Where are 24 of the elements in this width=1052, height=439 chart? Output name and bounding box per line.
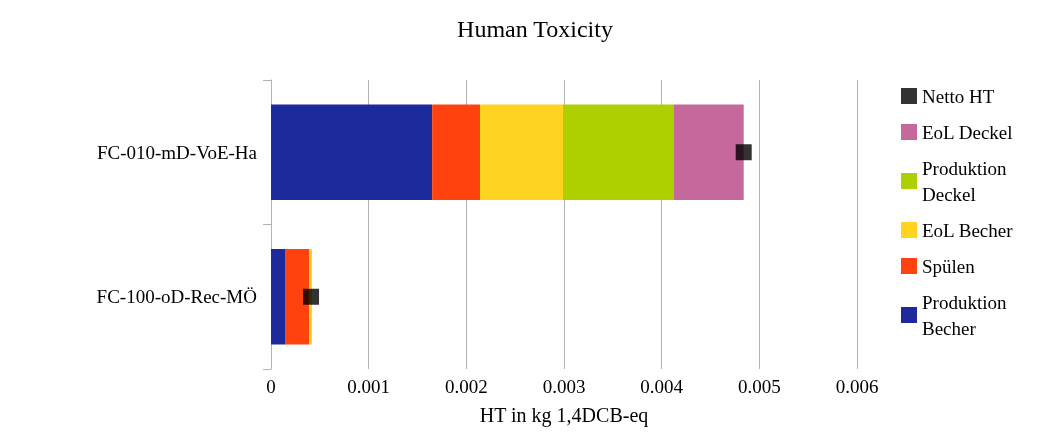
x-tick-label: 0.002 (444, 376, 488, 397)
y-tick-label: FC-100-oD-Rec-MÖ (96, 286, 257, 308)
legend-label: Produktion Becher (922, 291, 1012, 339)
legend-label: Spülen (922, 255, 976, 277)
legend-label: Netto HT (922, 85, 995, 107)
chart-title: Human Toxicity (457, 16, 613, 42)
x-tick-label: 0.001 (347, 376, 391, 397)
x-tick-label: 0.003 (542, 376, 586, 397)
bar (432, 104, 481, 200)
x-tick-label: 0.006 (835, 376, 879, 397)
legend-label: EoL Becher (922, 219, 1014, 241)
y-tick-label: FC-010-mD-VoE-Ha (96, 141, 258, 163)
bar (480, 104, 564, 200)
bar (673, 104, 744, 200)
bar (271, 104, 433, 200)
bar (271, 249, 286, 345)
x-axis-title: HT in kg 1,4DCB-eq (479, 404, 649, 427)
bar (563, 104, 674, 200)
x-tick-label: 0 (266, 376, 276, 397)
x-tick-label: 0.005 (737, 376, 781, 397)
bar (285, 249, 310, 345)
legend-label: EoL Deckel (922, 121, 1013, 143)
legend-label: Produktion Deckel (922, 157, 1012, 205)
x-tick-label: 0.004 (640, 376, 684, 397)
